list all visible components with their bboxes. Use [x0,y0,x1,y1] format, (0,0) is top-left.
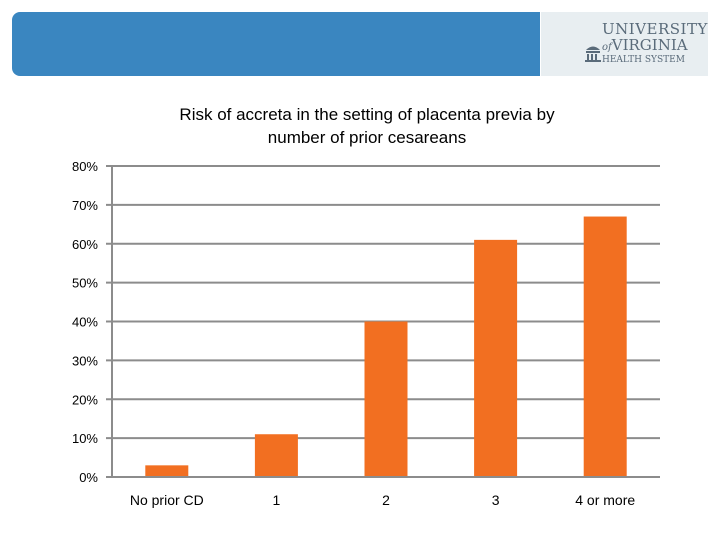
y-tick-label: 30% [72,353,98,368]
bar [145,465,189,477]
x-category-label: 1 [273,492,281,508]
chart-title-line1: Risk of accreta in the setting of placen… [179,105,555,124]
y-tick-label: 70% [72,198,98,213]
y-tick-label: 0% [79,470,98,485]
y-tick-label: 40% [72,315,98,330]
chart-title-line2: number of prior cesareans [267,128,467,147]
logo-text-health-system: HEALTH SYSTEM [602,55,685,65]
university-logo [541,12,708,76]
logo-text-virginia: ofVIRGINIA [602,36,688,54]
y-tick-label: 50% [72,276,98,291]
rotunda-icon [585,46,601,62]
y-tick-label: 80% [72,159,98,174]
x-category-label: 2 [382,492,390,508]
chart-title: Risk of accreta in the setting of placen… [100,103,634,149]
y-tick-label: 10% [72,431,98,446]
x-category-label: 3 [492,492,500,508]
bar [254,434,298,477]
logo-text-of: of [602,42,612,53]
logo-text-virginia-word: VIRGINIA [611,36,688,54]
bar [364,321,408,477]
x-category-label: No prior CD [130,492,204,508]
bar [474,239,518,477]
x-category-label: 4 or more [575,492,635,508]
bar [583,216,627,477]
y-tick-label: 20% [72,392,98,407]
y-tick-label: 60% [72,237,98,252]
header-banner [12,12,540,76]
logo-text-university: UNIVERSITY [602,20,708,38]
